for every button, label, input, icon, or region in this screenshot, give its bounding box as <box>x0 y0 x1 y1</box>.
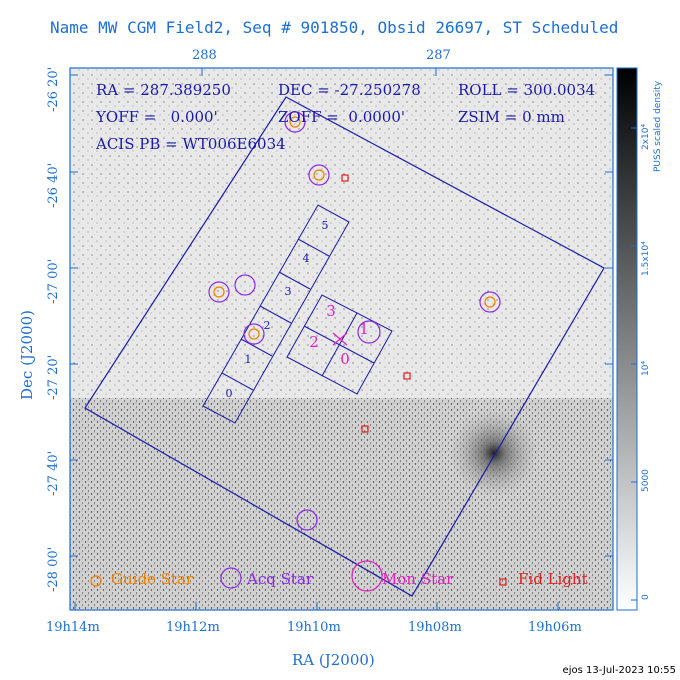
plot-title: Name MW CGM Field2, Seq # 901850, Obsid … <box>50 18 619 37</box>
acis-s-chips <box>202 204 350 424</box>
guide-stars <box>213 116 496 340</box>
colorbar <box>616 67 638 611</box>
left-tick-label: -26 40' <box>46 162 61 208</box>
chip-i1-label: 1 <box>359 320 369 338</box>
colorbar-tick-label: 1.5x10⁴ <box>641 241 651 276</box>
footer-timestamp: ejos 13-Jul-2023 10:55 <box>562 665 676 676</box>
bottom-tick-label: 19h06m <box>528 620 582 635</box>
chip-i0-label: 0 <box>340 350 350 368</box>
dec-readout: DEC = -27.250278 <box>278 81 421 99</box>
acis-i-chips <box>286 294 393 395</box>
chip-s5-label: 5 <box>322 219 329 232</box>
acis-readout: ACIS PB = WT006E6034 <box>96 135 286 153</box>
chip-s1-label: 1 <box>245 353 252 366</box>
acq-stars <box>208 111 501 531</box>
legend-mon-icon <box>351 560 383 592</box>
bright-source <box>449 408 539 498</box>
sky-image-upper <box>70 68 613 398</box>
axis-ticks <box>70 68 613 610</box>
legend-acq-label: Acq Star <box>247 570 314 588</box>
top-tick-label: 287 <box>426 48 451 63</box>
legend-fid-icon <box>499 578 507 586</box>
left-tick-label: -27 40' <box>46 450 61 496</box>
bottom-tick-label: 19h10m <box>287 620 341 635</box>
roll-readout: ROLL = 300.0034 <box>458 81 596 99</box>
left-tick-label: -27 20' <box>46 354 61 400</box>
colorbar-tick-label: 10⁴ <box>641 361 651 376</box>
chip-s0-label: 0 <box>226 387 233 400</box>
legend-guide-icon <box>90 575 102 587</box>
ra-readout: RA = 287.389250 <box>96 81 231 99</box>
bottom-tick-label: 19h14m <box>46 620 100 635</box>
colorbar-tick-label: 0 <box>641 594 651 600</box>
colorbar-ticks <box>631 127 637 601</box>
x-axis-label: RA (J2000) <box>292 651 375 669</box>
fid-lights <box>341 174 411 433</box>
field-of-view-outline <box>84 96 605 597</box>
bottom-tick-label: 19h08m <box>408 620 462 635</box>
bottom-tick-label: 19h12m <box>166 620 220 635</box>
colorbar-tick-label: 2x10⁴ <box>641 123 651 150</box>
legend-fid-label: Fid Light <box>518 570 588 588</box>
yoff-readout: YOFF = 0.000' <box>96 108 218 126</box>
y-axis-label: Dec (J2000) <box>18 310 36 400</box>
chip-s4-label: 4 <box>303 252 310 265</box>
legend-guide-label: Guide Star <box>111 570 194 588</box>
left-tick-label: -28 00' <box>46 546 61 592</box>
chip-i2-label: 2 <box>309 333 319 351</box>
colorbar-tick-label: 5000 <box>641 469 651 492</box>
aimpoint-marker <box>332 332 348 346</box>
chip-s2-label: 2 <box>264 319 271 332</box>
zsim-readout: ZSIM = 0 mm <box>458 108 565 126</box>
plot-frame <box>69 67 614 611</box>
top-tick-label: 288 <box>192 48 217 63</box>
chip-s3-label: 3 <box>285 285 292 298</box>
colorbar-label: PUSS scaled density <box>653 80 663 172</box>
chip-i3-label: 3 <box>326 302 336 320</box>
left-tick-label: -26 20' <box>46 66 61 112</box>
legend-mon-label: Mon Star <box>382 570 454 588</box>
zoff-readout: ZOFF = 0.0000' <box>278 108 406 126</box>
legend-acq-icon <box>220 567 242 589</box>
left-tick-label: -27 00' <box>46 258 61 304</box>
